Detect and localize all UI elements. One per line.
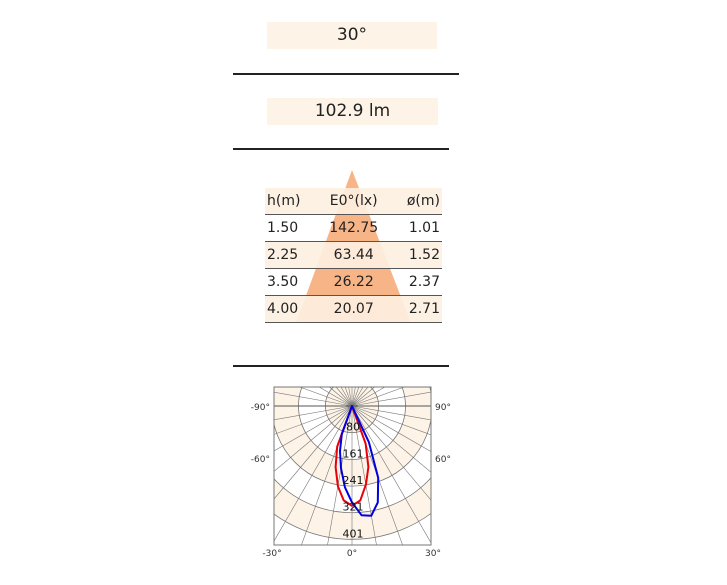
- cell: 2.71: [390, 295, 442, 323]
- divider: [233, 73, 459, 75]
- cell: 2.37: [390, 268, 442, 296]
- spoke: [274, 405, 353, 452]
- spoke: [351, 391, 431, 407]
- spoke: [351, 405, 431, 543]
- spoke: [351, 405, 431, 436]
- spoke: [274, 405, 353, 472]
- spoke: [351, 387, 386, 407]
- cell: 26.22: [316, 268, 391, 296]
- spoke: [351, 387, 405, 407]
- spoke: [299, 387, 353, 407]
- angle-label: -90°: [251, 403, 270, 413]
- spoke: [327, 405, 353, 545]
- spoke: [344, 387, 353, 407]
- cell: 142.75: [316, 214, 391, 242]
- spoke: [351, 387, 356, 407]
- table-row: 4.00 20.07 2.71: [265, 295, 442, 323]
- table-row: 1.50 142.75 1.01: [265, 214, 442, 242]
- plot-frame: [273, 386, 432, 546]
- spoke: [274, 405, 353, 500]
- spoke: [274, 391, 353, 407]
- polar-grid: [274, 387, 431, 545]
- divider: [233, 365, 449, 367]
- cell: 1.52: [390, 241, 442, 269]
- spoke: [351, 405, 431, 421]
- cell: 1.50: [265, 214, 317, 242]
- spoke: [274, 405, 353, 435]
- angle-label: 90°: [435, 403, 451, 413]
- cell: 63.44: [316, 241, 391, 269]
- spoke: [351, 387, 360, 407]
- angle-label: 0°: [347, 549, 357, 559]
- table-header: h(m) E0°(lx) ø(m): [265, 188, 442, 215]
- spoke: [351, 387, 369, 407]
- spoke: [329, 387, 353, 407]
- table-row: 2.25 63.44 1.52: [265, 241, 442, 269]
- angle-label: -30°: [262, 549, 281, 559]
- cell: 3.50: [265, 268, 317, 296]
- table-row: 3.50 26.22 2.37: [265, 268, 442, 296]
- angle-label: -60°: [251, 455, 270, 465]
- header-cell: ø(m): [390, 188, 442, 215]
- divider: [233, 148, 449, 150]
- illuminance-table: h(m) E0°(lx) ø(m) 1.50 142.75 1.01 2.25 63.…: [265, 188, 442, 323]
- spoke: [340, 387, 353, 407]
- cell: 4.00: [265, 295, 317, 323]
- curve-1: [339, 405, 380, 517]
- spoke: [351, 387, 364, 407]
- spoke: [351, 405, 377, 545]
- angle-label: 30°: [425, 549, 441, 559]
- header-cell: h(m): [265, 188, 317, 215]
- spoke: [274, 405, 353, 542]
- cell: 1.01: [390, 214, 442, 242]
- curve-0: [334, 405, 370, 507]
- ring-label: 161: [343, 448, 364, 461]
- cell: 2.25: [265, 241, 317, 269]
- polar-light-distribution-chart: 80 161 241 321 401 -90° -60° -30° 90° 60° 30° 0°: [251, 386, 451, 559]
- ring-label: 80: [346, 421, 360, 434]
- spoke: [274, 405, 353, 421]
- spoke: [351, 405, 431, 452]
- spoke: [351, 387, 375, 407]
- spoke: [351, 405, 431, 473]
- ring-label: 321: [343, 501, 364, 514]
- beam-angle-box: 30°: [267, 22, 437, 49]
- ring-label: 241: [343, 474, 364, 487]
- luminous-flux-box: 102.9 lm: [267, 98, 438, 125]
- spoke: [318, 387, 353, 407]
- ring-label: 401: [343, 527, 364, 540]
- header-cell: E0°(lx): [316, 188, 391, 215]
- spoke: [351, 405, 431, 501]
- spoke: [335, 387, 353, 407]
- cell: 20.07: [316, 295, 391, 323]
- spoke: [348, 387, 353, 407]
- angle-label: 60°: [435, 455, 451, 465]
